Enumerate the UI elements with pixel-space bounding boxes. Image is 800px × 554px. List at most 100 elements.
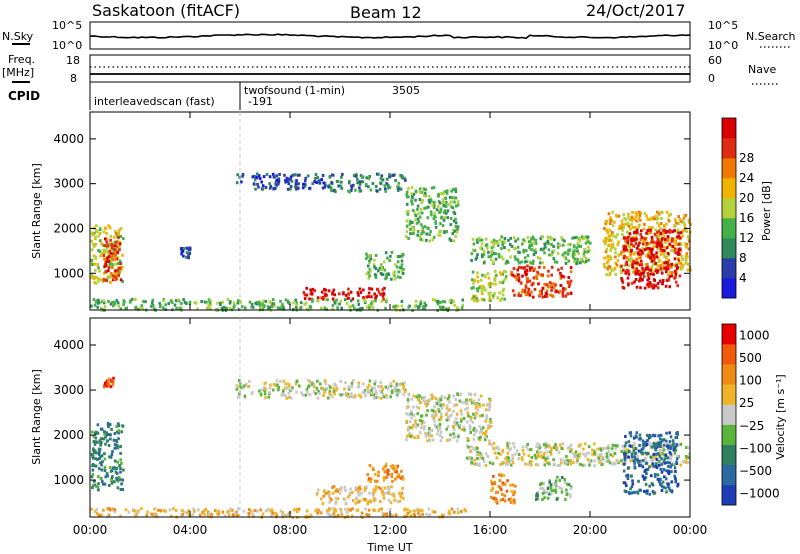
velocity-cell [651, 490, 655, 494]
power-cell [296, 173, 300, 177]
power-cell [130, 298, 134, 301]
velocity-cell [641, 443, 645, 447]
power-cell [330, 173, 334, 177]
power-cell [358, 287, 362, 291]
velocity-cell [564, 461, 568, 465]
velocity-cell [352, 379, 355, 383]
power-cell [670, 265, 673, 269]
velocity-cell [467, 445, 470, 449]
power-cell [659, 264, 662, 268]
power-cell [487, 282, 491, 286]
power-cell [623, 236, 626, 240]
power-colorbar-swatch [722, 158, 736, 179]
power-cell [438, 301, 442, 304]
power-cell [634, 211, 638, 215]
velocity-cell [547, 484, 550, 488]
velocity-cell [331, 507, 334, 511]
power-cell [434, 225, 438, 229]
power-cell [642, 236, 645, 240]
velocity-cell [479, 394, 483, 398]
power-cell [647, 274, 650, 278]
power-cell [167, 302, 171, 306]
power-cell [666, 229, 669, 233]
velocity-cell [95, 508, 99, 512]
power-cell [605, 273, 609, 277]
power-cell [673, 249, 677, 253]
power-cell [219, 301, 222, 305]
power-cell [420, 227, 424, 231]
power-cell [356, 299, 360, 303]
velocity-cell [335, 487, 338, 491]
power-cell [669, 212, 672, 216]
velocity-cell [243, 396, 247, 400]
power-cell [524, 283, 528, 287]
power-cell [557, 290, 561, 294]
velocity-cell [281, 511, 284, 515]
power-cell [545, 289, 549, 293]
power-cell [638, 241, 641, 245]
power-cell [453, 212, 457, 215]
power-cell [567, 276, 571, 279]
power-cell [541, 248, 544, 252]
velocity-cell [433, 419, 436, 423]
power-cell [613, 247, 617, 251]
velocity-cell [542, 488, 546, 492]
power-cell [543, 251, 546, 255]
velocity-cell [628, 450, 631, 454]
velocity-cell [564, 497, 567, 501]
velocity-cell [475, 453, 479, 457]
power-cell [388, 175, 392, 179]
velocity-cell [488, 402, 491, 406]
power-cell [433, 212, 436, 216]
power-cell [183, 300, 187, 304]
power-cell [517, 293, 520, 297]
power-cell [109, 275, 112, 279]
power-cell [673, 240, 677, 244]
velocity-cell [645, 443, 649, 446]
power-cell [448, 237, 452, 241]
power-cell [517, 291, 521, 295]
power-cell [476, 240, 479, 244]
velocity-cell [197, 508, 200, 512]
nsearch-tick-bottom: 10^0 [708, 39, 738, 52]
velocity-cell [377, 474, 380, 478]
power-cell [334, 301, 337, 305]
velocity-cell [336, 497, 340, 501]
velocity-cell [593, 464, 596, 468]
velocity-cell [136, 510, 139, 514]
velocity-cell [454, 398, 458, 401]
power-cell [378, 267, 381, 271]
velocity-cell [412, 394, 416, 398]
velocity-cell [659, 433, 663, 437]
velocity-cell [501, 498, 505, 501]
power-cell [381, 178, 384, 182]
power-cell [275, 183, 279, 187]
velocity-cell [389, 382, 393, 386]
velocity-cell [646, 439, 649, 443]
velocity-cell [312, 390, 316, 394]
power-cell [627, 212, 630, 216]
velocity-cell [98, 467, 101, 471]
power-cell [604, 220, 608, 224]
power-cell [657, 241, 661, 245]
power-cell [646, 217, 650, 221]
power-cell [472, 242, 476, 246]
power-cell [639, 256, 642, 260]
power-cell [552, 257, 556, 261]
power-cell [262, 175, 266, 179]
power-cell [222, 305, 226, 309]
power-cell [411, 221, 414, 224]
power-x-axis [89, 112, 691, 310]
power-cell [630, 219, 634, 222]
power-cell [208, 301, 212, 305]
velocity-cell [475, 428, 479, 432]
power-cell [558, 244, 562, 248]
velocity-cell [103, 432, 106, 436]
power-cell [250, 302, 254, 306]
power-cell [443, 209, 447, 213]
power-cell [632, 259, 636, 263]
velocity-cell [573, 455, 577, 459]
power-cell [178, 306, 181, 310]
power-cell [559, 276, 563, 280]
power-cell [371, 306, 375, 310]
